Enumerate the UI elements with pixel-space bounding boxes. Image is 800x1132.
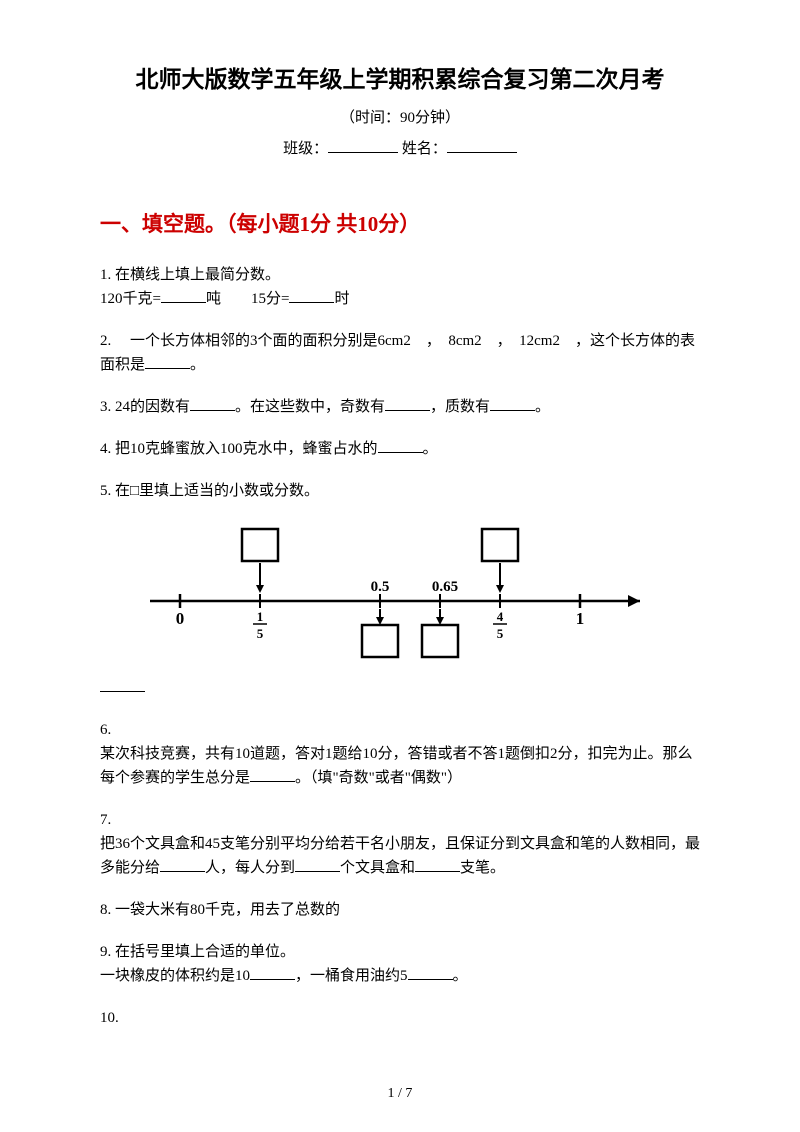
q7-blank-2[interactable]	[295, 856, 340, 872]
question-1: 1. 在横线上填上最简分数。 120千克= 吨 15分= 时	[100, 263, 700, 311]
number-line-diagram: 0 1 1 5 4 5 0.5 0.65	[140, 521, 660, 661]
q3-blank-3[interactable]	[490, 395, 535, 411]
question-10: 10.	[100, 1006, 700, 1030]
name-label: 姓名：	[398, 141, 447, 157]
question-5: 5. 在□里填上适当的小数或分数。	[100, 479, 700, 503]
class-blank[interactable]	[328, 137, 398, 153]
exam-title: 北师大版数学五年级上学期积累综合复习第二次月考	[100, 60, 700, 94]
q9-line1: 9. 在括号里填上合适的单位。	[100, 940, 700, 964]
exam-duration: （时间：90分钟）	[100, 106, 700, 127]
q9-blank-1[interactable]	[250, 964, 295, 980]
q3-blank-1[interactable]	[190, 395, 235, 411]
q6-blank[interactable]	[250, 766, 295, 782]
question-2: 2. 一个长方体相邻的3个面的面积分别是6cm2 ， 8cm2 ， 12cm2 …	[100, 329, 700, 377]
q7-body: 把36个文具盒和45支笔分别平均分给若干名小朋友，且保证分到文具盒和笔的人数相同…	[100, 832, 700, 880]
q1-blank-2[interactable]	[289, 287, 334, 303]
q9-text-2: ，一桶食用油约5	[295, 968, 408, 984]
q1-text-a: 120千克=	[100, 291, 161, 307]
section-1-title: 一、填空题。（每小题1分 共10分）	[100, 208, 700, 238]
q1-blank-1[interactable]	[161, 287, 206, 303]
q1-line2: 120千克= 吨 15分= 时	[100, 287, 700, 311]
q9-blank-2[interactable]	[408, 964, 453, 980]
q1-text-c: 时	[334, 291, 349, 307]
q8-text: 8. 一袋大米有80千克，用去了总数的	[100, 902, 340, 918]
student-info-line: 班级： 姓名：	[100, 137, 700, 158]
label-05: 0.5	[371, 579, 390, 595]
question-6: 6. 某次科技竞赛，共有10道题，答对1题给10分，答错或者不答1题倒扣2分，扣…	[100, 718, 700, 790]
q5-answer-blank[interactable]	[100, 676, 145, 692]
question-7: 7. 把36个文具盒和45支笔分别平均分给若干名小朋友，且保证分到文具盒和笔的人…	[100, 808, 700, 880]
frac-4-den: 5	[497, 626, 504, 641]
q9-line2: 一块橡皮的体积约是10 ，一桶食用油约5 。	[100, 964, 700, 988]
question-8: 8. 一袋大米有80千克，用去了总数的	[100, 898, 700, 922]
q4-text-2: 。	[423, 441, 438, 457]
q6-num: 6.	[100, 718, 700, 742]
q3-blank-2[interactable]	[385, 395, 430, 411]
q5-blank-line	[100, 676, 700, 700]
q7-text-4: 支笔。	[460, 860, 505, 876]
page-footer: 1 / 7	[0, 1086, 800, 1102]
q2-text-2: 。	[190, 357, 205, 373]
number-line-svg: 0 1 1 5 4 5 0.5 0.65	[140, 521, 660, 661]
q6-body: 某次科技竞赛，共有10道题，答对1题给10分，答错或者不答1题倒扣2分，扣完为止…	[100, 742, 700, 790]
q4-text-1: 4. 把10克蜂蜜放入100克水中，蜂蜜占水的	[100, 441, 378, 457]
q5-text: 5. 在□里填上适当的小数或分数。	[100, 479, 700, 503]
q3-text-1: 3. 24的因数有	[100, 399, 190, 415]
label-065: 0.65	[432, 579, 458, 595]
q10-num: 10.	[100, 1010, 119, 1026]
q7-blank-1[interactable]	[160, 856, 205, 872]
name-blank[interactable]	[447, 137, 517, 153]
frac-1-den: 5	[257, 626, 264, 641]
q3-text-3: ，质数有	[430, 399, 490, 415]
question-3: 3. 24的因数有 。在这些数中，奇数有 ，质数有 。	[100, 395, 700, 419]
tick-0: 0	[176, 609, 185, 628]
q7-num: 7.	[100, 808, 700, 832]
q9-text-3: 。	[453, 968, 468, 984]
question-9: 9. 在括号里填上合适的单位。 一块橡皮的体积约是10 ，一桶食用油约5 。	[100, 940, 700, 988]
q1-line1: 1. 在横线上填上最简分数。	[100, 263, 700, 287]
q6-text-2: 。（填"奇数"或者"偶数"）	[295, 770, 462, 786]
q9-text-1: 一块橡皮的体积约是10	[100, 968, 250, 984]
q2-blank[interactable]	[145, 353, 190, 369]
class-label: 班级：	[283, 141, 328, 157]
q7-blank-3[interactable]	[415, 856, 460, 872]
question-4: 4. 把10克蜂蜜放入100克水中，蜂蜜占水的 。	[100, 437, 700, 461]
frac-1-num: 1	[257, 609, 264, 624]
q3-text-2: 。在这些数中，奇数有	[235, 399, 385, 415]
q4-blank[interactable]	[378, 437, 423, 453]
q7-text-3: 个文具盒和	[340, 860, 415, 876]
q7-text-2: 人，每人分到	[205, 860, 295, 876]
tick-1: 1	[576, 609, 585, 628]
q3-text-4: 。	[535, 399, 550, 415]
frac-4-num: 4	[497, 609, 504, 624]
q1-text-b: 吨 15分=	[206, 291, 289, 307]
